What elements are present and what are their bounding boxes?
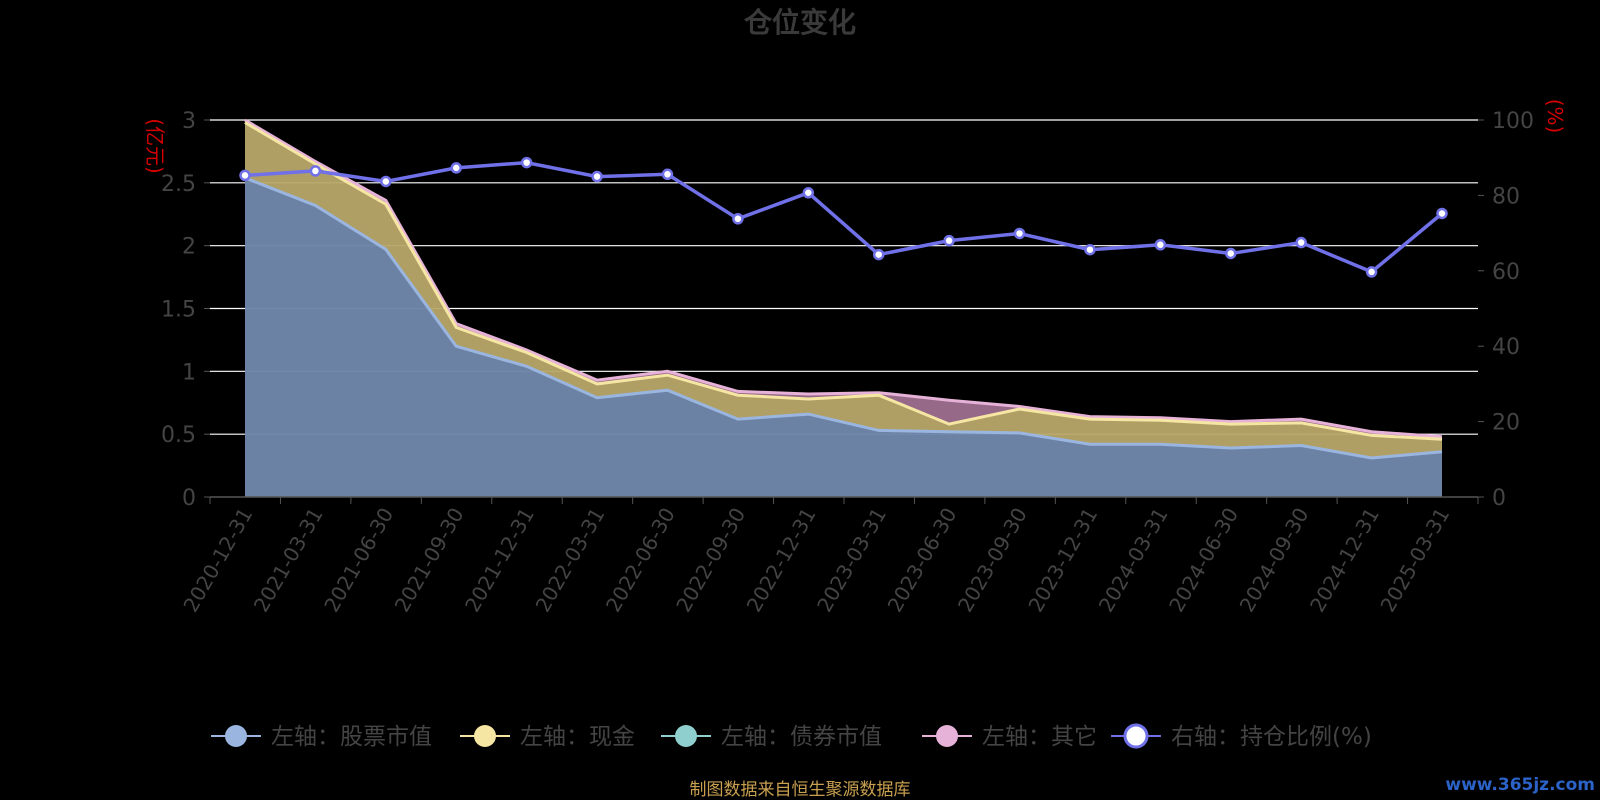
left-tick-label: 2 [182,235,196,260]
x-tick-label: 2021-06-30 [319,504,398,617]
legend-marker-cash [474,725,496,747]
right-tick-label: 100 [1492,109,1534,134]
ratio-point [1436,207,1448,220]
right-axis-unit: (%) [1543,99,1567,134]
x-tick-label: 2024-03-31 [1094,504,1173,617]
line-other [244,118,1443,439]
x-tick-label: 2021-12-31 [460,504,539,617]
x-tick-label: 2024-09-30 [1235,504,1314,617]
ratio-point [802,187,815,199]
right-tick-label: 40 [1492,335,1520,360]
x-tick-label: 2024-12-31 [1305,504,1384,617]
ratio-point [1013,227,1026,240]
line-stock [244,176,1443,460]
ratio-point [309,165,322,177]
legend-label-bond: 左轴：债券市值 [721,724,882,750]
x-tick-label: 2023-06-30 [883,504,962,617]
x-tick-label: 2022-06-30 [601,504,680,617]
watermark: www.365jz.com [1445,775,1595,795]
legend-marker-stock [225,725,247,747]
legend-marker-ratio [1123,723,1149,749]
ratio-point [1295,236,1307,249]
stacked-areas [244,118,1443,498]
x-tick-label: 2025-03-31 [1375,504,1454,617]
x-tick-label: 2022-03-31 [530,504,609,617]
legend-label-stock: 左轴：股票市值 [271,724,432,750]
ratio-point [450,162,462,174]
legend-marker-other [936,725,958,747]
x-tick-label: 2021-03-31 [249,504,328,617]
right-tick-label: 80 [1492,184,1520,209]
ratio-point [380,175,392,188]
left-tick-label: 0 [182,486,196,511]
left-tick-label: 0.5 [161,423,196,448]
x-tick-label: 2023-03-31 [812,504,891,617]
x-tick-label: 2024-06-30 [1164,504,1243,617]
ratio-point [239,169,251,182]
legend-label-other: 左轴：其它 [982,724,1097,750]
ratio-line [244,160,1444,274]
left-axis-unit: (亿元) [143,118,167,174]
source-note: 制图数据来自恒生聚源数据库 [690,780,911,800]
ratio-point [661,168,674,181]
legend: 左轴：股票市值 左轴：现金 左轴：债券市值 左轴：其它 右轴：持仓比例(%) [211,723,1372,750]
x-tick-label: 2022-09-30 [671,504,750,617]
ratio-point [1084,243,1096,256]
legend-label-cash: 左轴：现金 [520,724,635,750]
x-tick-label: 2022-12-31 [742,504,821,617]
chart-title: 仓位变化 [744,6,856,39]
line-cash [244,121,1443,441]
ratio-point [943,234,955,247]
left-tick-label: 2.5 [161,172,196,197]
x-tick-label: 2023-09-30 [953,504,1032,617]
right-tick-label: 60 [1492,260,1520,285]
x-tick-label: 2021-09-30 [390,504,469,617]
area-stock [245,177,1442,498]
ratio-point [1225,247,1237,260]
ratio-point [1154,239,1167,251]
ratio-point [1365,266,1378,278]
ratio-point [520,156,533,169]
legend-marker-bond [675,725,697,747]
left-tick-label: 1.5 [161,298,196,323]
ratio-point [732,213,744,225]
left-tick-label: 1 [182,360,196,385]
ratio-point [591,170,603,183]
ratio-line-layer [239,156,1448,278]
right-tick-label: 0 [1492,486,1506,511]
left-tick-label: 3 [182,109,196,134]
x-tick-label: 2023-12-31 [1023,504,1102,617]
x-tick-label: 2020-12-31 [178,504,257,617]
ratio-point [872,248,885,261]
right-tick-label: 20 [1492,411,1520,436]
legend-label-ratio: 右轴：持仓比例(%) [1171,724,1372,750]
